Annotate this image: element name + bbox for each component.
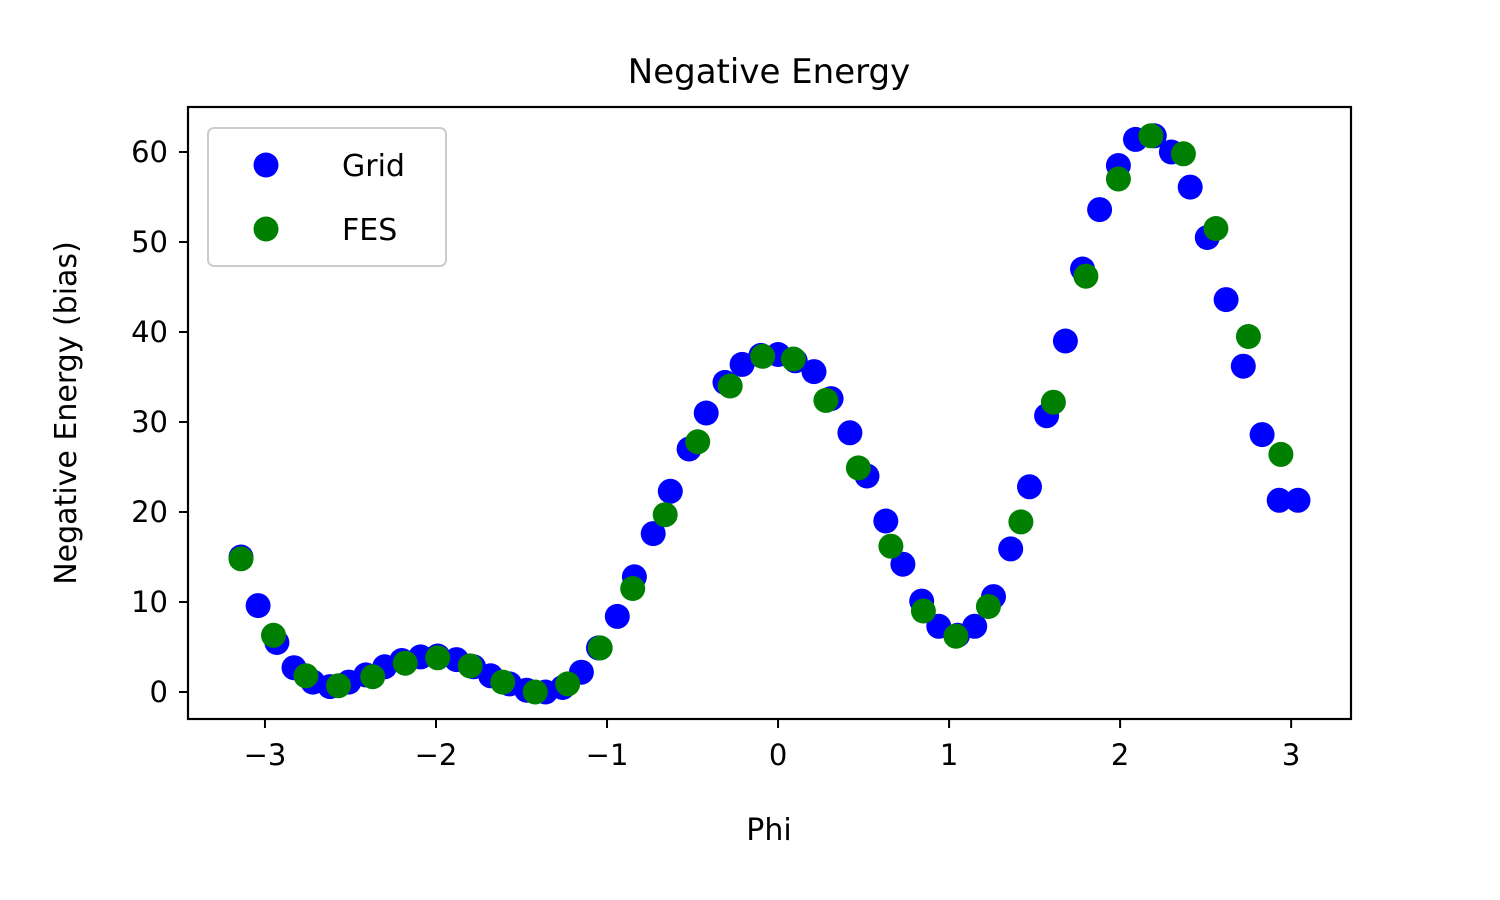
y-tick-label: 20 <box>131 495 168 529</box>
plot-frame <box>186 105 1353 721</box>
point-fes <box>522 679 548 705</box>
point-grid <box>873 508 899 534</box>
x-tick-label: 1 <box>940 738 958 772</box>
legend-box <box>207 127 447 267</box>
point-grid <box>1087 197 1113 223</box>
y-tick-label: 50 <box>131 225 168 259</box>
point-fes <box>717 373 743 399</box>
point-fes <box>425 645 451 671</box>
point-fes <box>1105 166 1131 192</box>
point-fes <box>1170 141 1196 167</box>
point-fes <box>587 635 613 661</box>
point-grid <box>1017 474 1042 500</box>
point-grid <box>604 603 630 629</box>
point-grid <box>693 400 719 426</box>
legend-marker-grid <box>253 152 279 178</box>
x-tick-label: 2 <box>1111 738 1129 772</box>
point-fes <box>293 663 319 689</box>
series-fes <box>228 123 1294 705</box>
point-fes <box>780 346 806 372</box>
y-tick-label: 10 <box>131 585 168 619</box>
point-fes <box>326 673 351 699</box>
point-fes <box>1235 324 1261 349</box>
point-fes <box>228 546 254 572</box>
point-fes <box>1203 216 1229 241</box>
y-tick-label: 0 <box>150 675 168 709</box>
point-fes <box>620 576 646 601</box>
point-fes <box>1008 509 1034 535</box>
point-fes <box>1138 123 1164 149</box>
chart-title: Negative Energy <box>628 52 910 92</box>
point-fes <box>1268 441 1294 467</box>
point-fes <box>1040 389 1066 415</box>
point-grid <box>640 521 666 547</box>
x-tick-label: −3 <box>244 738 287 772</box>
point-grid <box>657 478 683 504</box>
x-tick-label: −2 <box>415 738 458 772</box>
point-fes <box>392 650 418 676</box>
point-grid <box>1285 487 1311 513</box>
point-fes <box>360 664 386 690</box>
data-points <box>228 123 1311 705</box>
point-fes <box>457 653 483 679</box>
point-fes <box>652 502 678 528</box>
point-fes <box>910 598 936 624</box>
y-tick-label: 30 <box>131 405 168 439</box>
y-tick-label: 40 <box>131 315 168 349</box>
legend: Grid FES <box>207 127 447 267</box>
point-grid <box>962 613 988 639</box>
point-grid <box>890 551 916 577</box>
x-axis-ticks: −3 −2 −1 0 1 2 3 <box>244 719 1300 772</box>
y-axis-ticks: 0 10 20 30 40 50 60 <box>131 135 188 709</box>
legend-label-fes: FES <box>342 213 397 248</box>
point-grid <box>729 351 755 377</box>
y-axis-label: Negative Energy (bias) <box>49 241 84 585</box>
y-tick-label: 60 <box>131 135 168 169</box>
point-grid <box>1213 287 1239 313</box>
point-grid <box>998 536 1024 562</box>
point-fes <box>1073 263 1099 289</box>
point-fes <box>261 622 286 648</box>
point-grid <box>801 359 827 385</box>
point-fes <box>845 455 871 481</box>
point-grid <box>245 593 271 619</box>
point-grid <box>1230 353 1256 379</box>
point-grid <box>837 420 863 446</box>
point-fes <box>813 387 839 413</box>
point-grid <box>1249 422 1275 448</box>
point-fes <box>685 429 711 455</box>
point-fes <box>555 671 581 697</box>
x-tick-label: −1 <box>586 738 629 772</box>
x-tick-label: 0 <box>769 738 787 772</box>
point-fes <box>943 623 969 649</box>
legend-label-grid: Grid <box>342 149 405 184</box>
point-fes <box>975 594 1001 619</box>
x-axis-label: Phi <box>746 813 791 848</box>
point-grid <box>1177 174 1203 200</box>
point-grid <box>1266 487 1292 513</box>
point-grid <box>1052 328 1078 354</box>
legend-marker-fes <box>253 216 279 242</box>
x-tick-label: 3 <box>1282 738 1300 772</box>
point-fes <box>750 343 776 369</box>
point-fes <box>878 533 904 559</box>
point-fes <box>490 669 516 695</box>
